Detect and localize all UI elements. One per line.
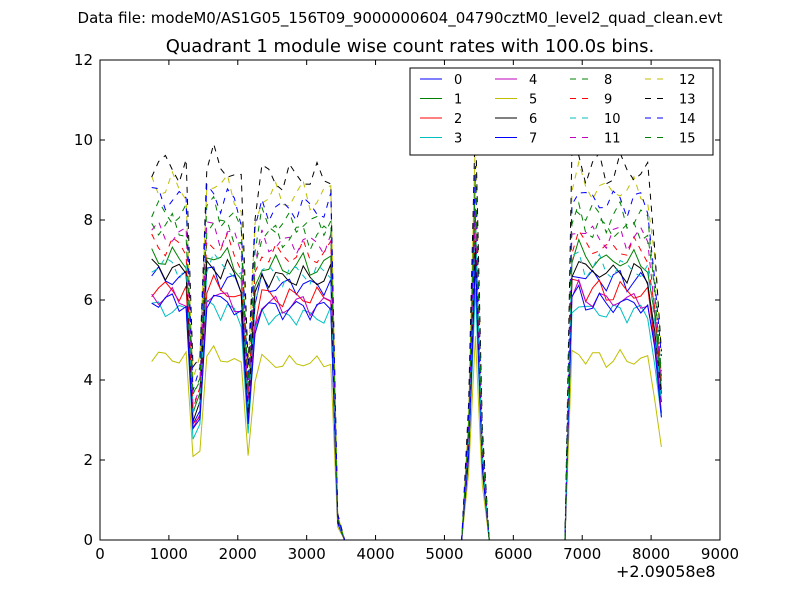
- series-line-5: [151, 335, 662, 541]
- legend-label-15: 15: [679, 132, 696, 147]
- y-tick-label: 2: [83, 451, 93, 469]
- series-line-11: [151, 207, 662, 541]
- x-tick-label: 3000: [288, 545, 326, 563]
- legend-label-10: 10: [604, 112, 621, 127]
- legend-label-9: 9: [604, 93, 612, 108]
- x-tick-label: 8000: [632, 545, 670, 563]
- x-tick-label: 0: [95, 545, 105, 563]
- x-tick-label: 1000: [150, 545, 188, 563]
- series-layer: [151, 116, 662, 541]
- series-line-15: [151, 174, 662, 541]
- series-line-14: [151, 165, 662, 541]
- series-line-4: [151, 257, 662, 541]
- legend-label-4: 4: [529, 73, 537, 88]
- y-tick-label: 10: [74, 131, 93, 149]
- y-tick-label: 4: [83, 371, 93, 389]
- legend-box: [409, 67, 714, 156]
- data-file-title: Data file: modeM0/AS1G05_156T09_90000006…: [77, 9, 723, 27]
- legend-label-8: 8: [604, 73, 612, 88]
- legend-label-3: 3: [454, 132, 462, 147]
- legend-label-2: 2: [454, 112, 462, 127]
- x-tick-label: 9000: [701, 545, 739, 563]
- legend-label-11: 11: [604, 132, 621, 147]
- legend-label-13: 13: [679, 93, 696, 108]
- x-axis-offset-label: +2.09058e8: [616, 562, 716, 581]
- series-line-2: [151, 254, 662, 541]
- series-line-12: [151, 132, 662, 541]
- legend-label-12: 12: [679, 73, 696, 88]
- series-line-10: [151, 223, 662, 541]
- legend-label-5: 5: [529, 93, 537, 108]
- series-line-3: [151, 288, 662, 541]
- legend-label-1: 1: [454, 93, 462, 108]
- series-line-7: [151, 261, 662, 541]
- legend-label-14: 14: [679, 112, 696, 127]
- series-line-6: [151, 240, 662, 541]
- y-tick-label: 12: [74, 51, 93, 69]
- x-tick-label: 5000: [425, 545, 463, 563]
- axis-ticks: 0 1000 2000 3000 4000 5000 6000 7000 8000 9000 0 2 4…: [74, 51, 739, 563]
- chart-title: Quadrant 1 module wise count rates with …: [165, 36, 655, 57]
- legend-label-6: 6: [529, 112, 537, 127]
- x-tick-label: 2000: [219, 545, 257, 563]
- x-tick-label: 6000: [494, 545, 532, 563]
- x-tick-label: 7000: [563, 545, 601, 563]
- y-tick-label: 0: [83, 531, 93, 549]
- legend-label-0: 0: [454, 73, 462, 88]
- x-tick-label: 4000: [356, 545, 394, 563]
- series-line-9: [151, 207, 662, 541]
- y-tick-label: 8: [83, 211, 93, 229]
- series-line-1: [151, 216, 662, 541]
- y-tick-label: 6: [83, 291, 93, 309]
- series-line-0: [151, 254, 662, 541]
- legend-label-7: 7: [529, 132, 537, 147]
